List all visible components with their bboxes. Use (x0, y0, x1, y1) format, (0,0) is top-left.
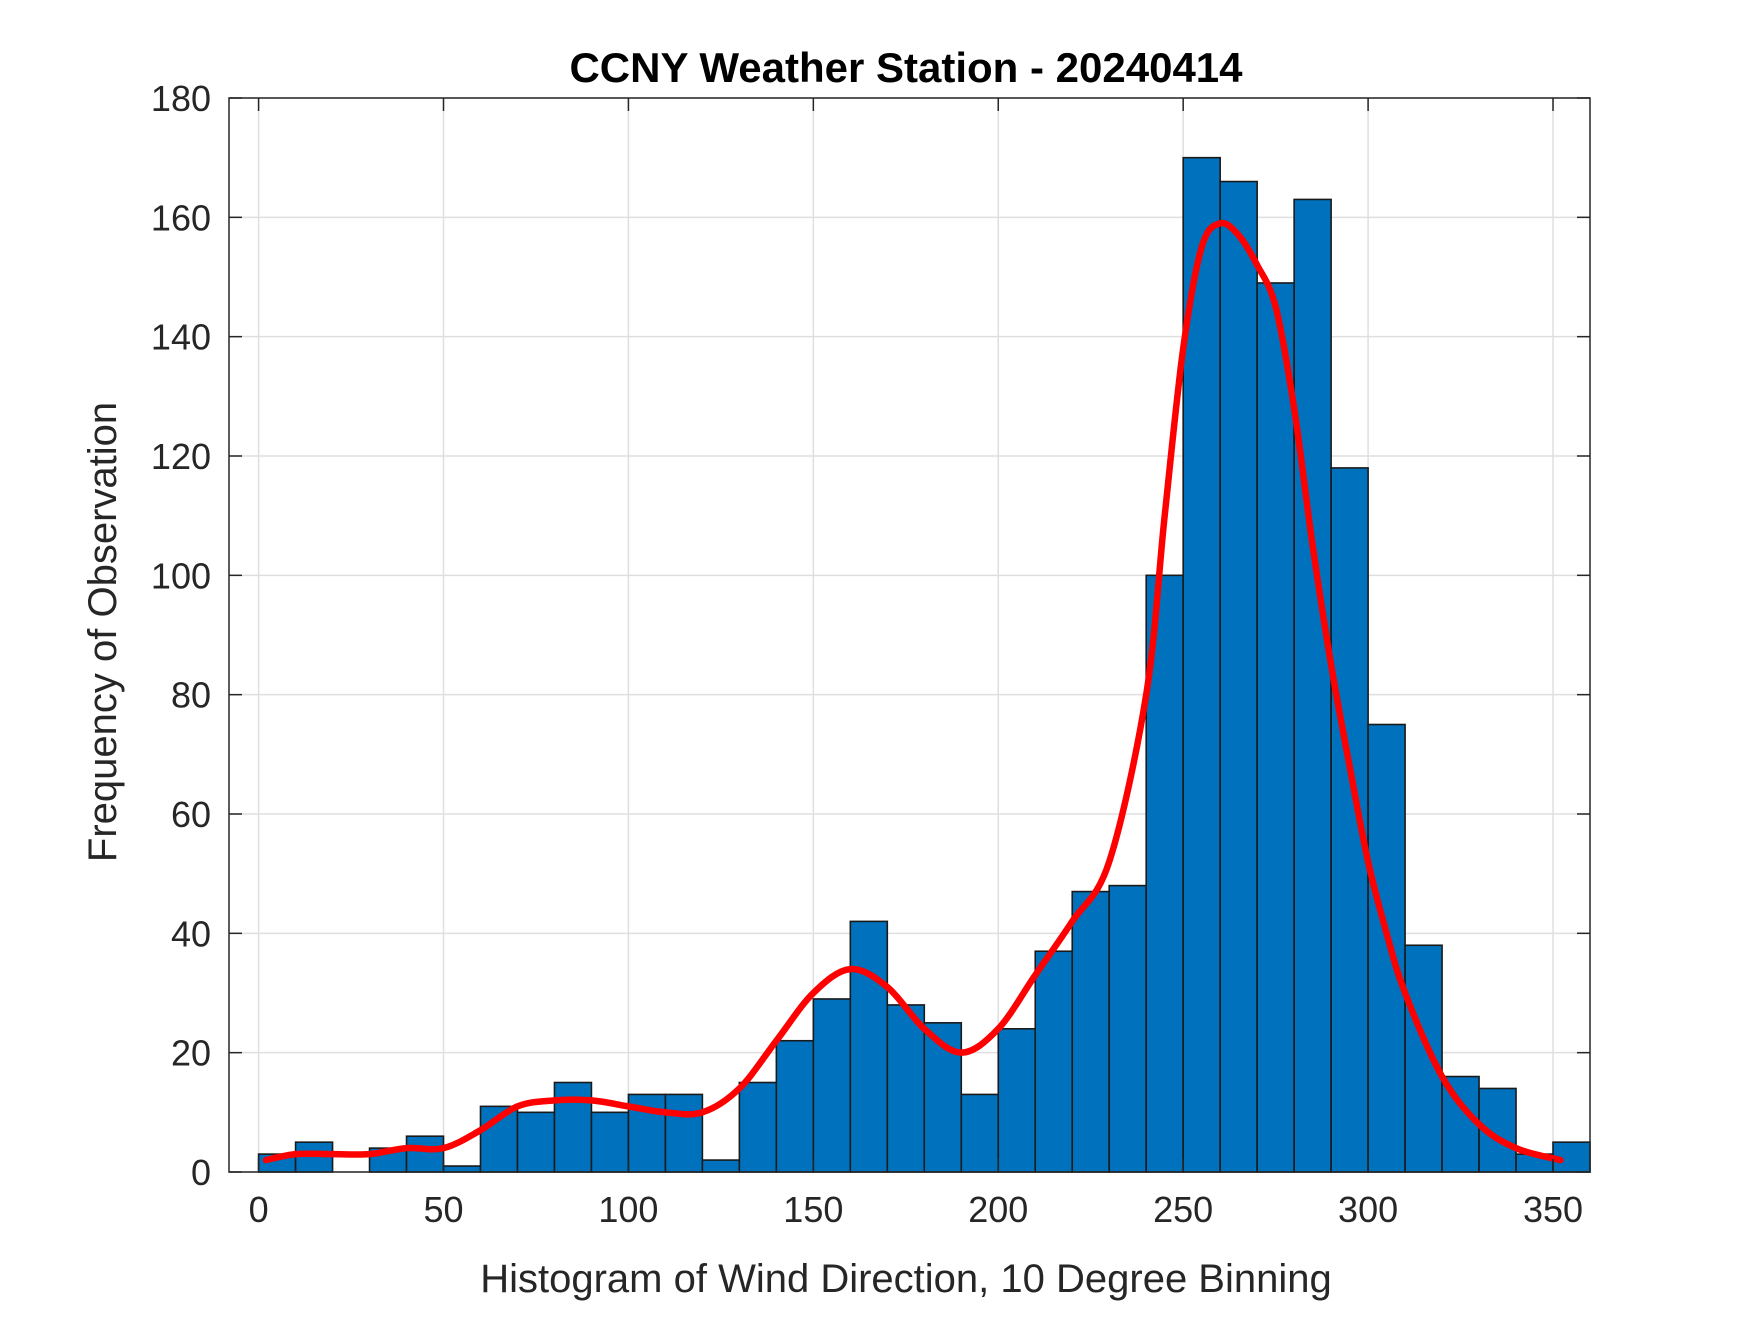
y-tick-label-0: 0 (191, 1152, 211, 1193)
histogram-bar-270-280 (1256, 282, 1295, 1173)
y-tick-label-120: 120 (151, 436, 211, 477)
histogram-bar-40-50 (405, 1135, 445, 1173)
histogram-bar-310-320 (1404, 944, 1443, 1173)
x-axis-title: Histogram of Wind Direction, 10 Degree B… (480, 1257, 1332, 1301)
y-tick-label-40: 40 (171, 913, 211, 954)
histogram-bar-160-170 (849, 920, 889, 1173)
plot-frame (228, 97, 1591, 1173)
chart-title: CCNY Weather Station - 20240414 (569, 44, 1243, 91)
histogram-bar-150-160 (812, 998, 852, 1173)
x-tick-label-350: 350 (1523, 1189, 1583, 1230)
y-tick-label-160: 160 (151, 197, 211, 238)
y-tick-labels: 0 20 40 60 80 100 120 140 160 180 (151, 78, 211, 1193)
x-tick-label-150: 150 (783, 1189, 843, 1230)
tick-marks (229, 97, 1590, 1173)
histogram-bar-50-60 (442, 1165, 482, 1173)
histogram-bar-130-140 (738, 1081, 778, 1173)
histogram-bar-210-220 (1034, 950, 1074, 1173)
y-tick-label-60: 60 (171, 794, 211, 835)
x-tick-label-250: 250 (1153, 1189, 1213, 1230)
y-tick-label-80: 80 (171, 675, 211, 716)
histogram-bar-200-210 (997, 1028, 1037, 1173)
histogram-bar-80-90 (553, 1081, 593, 1173)
histogram-bar-260-270 (1219, 180, 1258, 1173)
histogram-bar-110-120 (664, 1093, 704, 1173)
y-tick-label-100: 100 (151, 555, 211, 596)
y-axis-title: Frequency of Observation (81, 402, 125, 862)
histogram-bar-90-100 (590, 1111, 630, 1173)
histogram-bar-280-290 (1293, 198, 1332, 1173)
x-tick-label-200: 200 (968, 1189, 1028, 1230)
x-tick-label-100: 100 (598, 1189, 658, 1230)
histogram-bar-140-150 (775, 1039, 815, 1173)
histogram-bar-120-130 (701, 1159, 741, 1173)
smoothed-fit-line (262, 219, 1564, 1164)
x-tick-label-300: 300 (1338, 1189, 1398, 1230)
x-tick-label-50: 50 (423, 1189, 463, 1230)
fit-curve-layer (262, 219, 1564, 1164)
y-tick-label-180: 180 (151, 78, 211, 119)
x-tick-label-0: 0 (249, 1189, 269, 1230)
x-tick-labels: 0 50 100 150 200 250 300 350 (249, 1189, 1583, 1230)
histogram-bar-300-310 (1367, 723, 1406, 1173)
y-tick-label-140: 140 (151, 317, 211, 358)
histogram-bar-70-80 (516, 1111, 556, 1173)
histogram-bar-190-200 (960, 1093, 1000, 1173)
histogram-bar-220-230 (1071, 890, 1111, 1173)
histogram-bar-170-180 (886, 1004, 926, 1173)
histogram-bar-230-240 (1108, 884, 1147, 1173)
y-tick-label-20: 20 (171, 1033, 211, 1074)
